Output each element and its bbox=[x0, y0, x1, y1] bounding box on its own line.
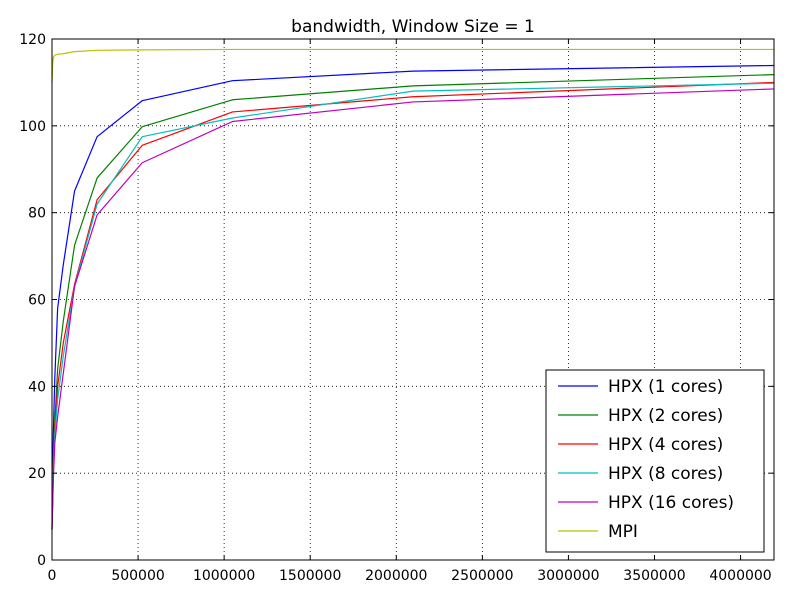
y-tick-label: 0 bbox=[37, 553, 46, 569]
y-tick-label: 60 bbox=[28, 293, 46, 309]
legend-box bbox=[545, 369, 765, 553]
legend-entry: HPX (16 cores) bbox=[608, 493, 734, 513]
y-tick-label: 100 bbox=[19, 119, 46, 135]
legend-entry: HPX (8 cores) bbox=[608, 464, 723, 484]
legend: HPX (1 cores) HPX (2 cores) HPX (4 cores) H… bbox=[545, 369, 765, 553]
legend-entry: MPI bbox=[608, 522, 638, 542]
legend-entry: HPX (1 cores) bbox=[608, 377, 723, 397]
grid-layer bbox=[52, 39, 774, 560]
x-tick-label: 500000 bbox=[111, 568, 164, 584]
x-tick-label: 2000000 bbox=[365, 568, 427, 584]
series-line-mpi bbox=[51, 48, 774, 83]
y-tick-label: 20 bbox=[28, 466, 46, 482]
tick-layer: 0 500000 1000000 1500000 2000000 2500000 30000… bbox=[19, 32, 774, 584]
x-tick-label: 2500000 bbox=[451, 568, 513, 584]
x-tick-label: 1500000 bbox=[279, 568, 341, 584]
x-tick-label: 3000000 bbox=[537, 568, 599, 584]
x-tick-label: 1000000 bbox=[193, 568, 255, 584]
series-layer bbox=[51, 48, 775, 530]
legend-entry: HPX (2 cores) bbox=[608, 406, 723, 426]
x-tick-label: 4000000 bbox=[709, 568, 771, 584]
x-tick-label: 3500000 bbox=[623, 568, 685, 584]
chart-title: bandwidth, Window Size = 1 bbox=[291, 17, 535, 37]
y-tick-label: 40 bbox=[28, 379, 46, 395]
x-tick-label: 0 bbox=[48, 568, 57, 584]
legend-entry: HPX (4 cores) bbox=[608, 435, 723, 455]
y-tick-label: 120 bbox=[19, 32, 46, 48]
series-line-hpx-1-cores bbox=[51, 64, 775, 526]
series-line-hpx-16-cores bbox=[51, 88, 775, 530]
y-tick-label: 80 bbox=[28, 206, 46, 222]
